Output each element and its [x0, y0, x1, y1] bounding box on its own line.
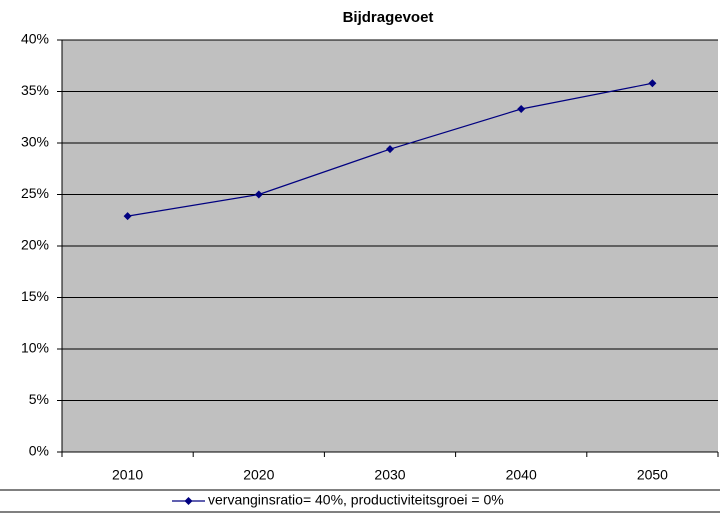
marker	[184, 497, 193, 505]
marker	[254, 190, 263, 199]
y-tick-label: 30%	[21, 134, 49, 150]
y-tick-label: 20%	[21, 237, 49, 253]
y-tick-label: 5%	[29, 391, 49, 407]
x-tick-label: 2020	[243, 467, 274, 483]
x-tick-label: 2010	[112, 467, 143, 483]
x-tick-label: 2040	[506, 467, 537, 483]
y-tick-label: 10%	[21, 340, 49, 356]
marker	[648, 79, 657, 88]
y-tick-label: 40%	[21, 31, 49, 47]
y-tick-label: 25%	[21, 185, 49, 201]
y-tick-label: 15%	[21, 288, 49, 304]
marker	[123, 212, 132, 221]
x-tick-label: 2050	[637, 467, 668, 483]
x-tick-label: 2030	[374, 467, 405, 483]
chart-title: Bijdragevoet	[343, 9, 434, 26]
legend-label: vervanginsratio= 40%, productiviteitsgro…	[208, 492, 504, 508]
y-tick-label: 35%	[21, 82, 49, 98]
marker	[517, 105, 526, 114]
marker	[386, 145, 394, 154]
y-tick-label: 0%	[29, 443, 49, 459]
